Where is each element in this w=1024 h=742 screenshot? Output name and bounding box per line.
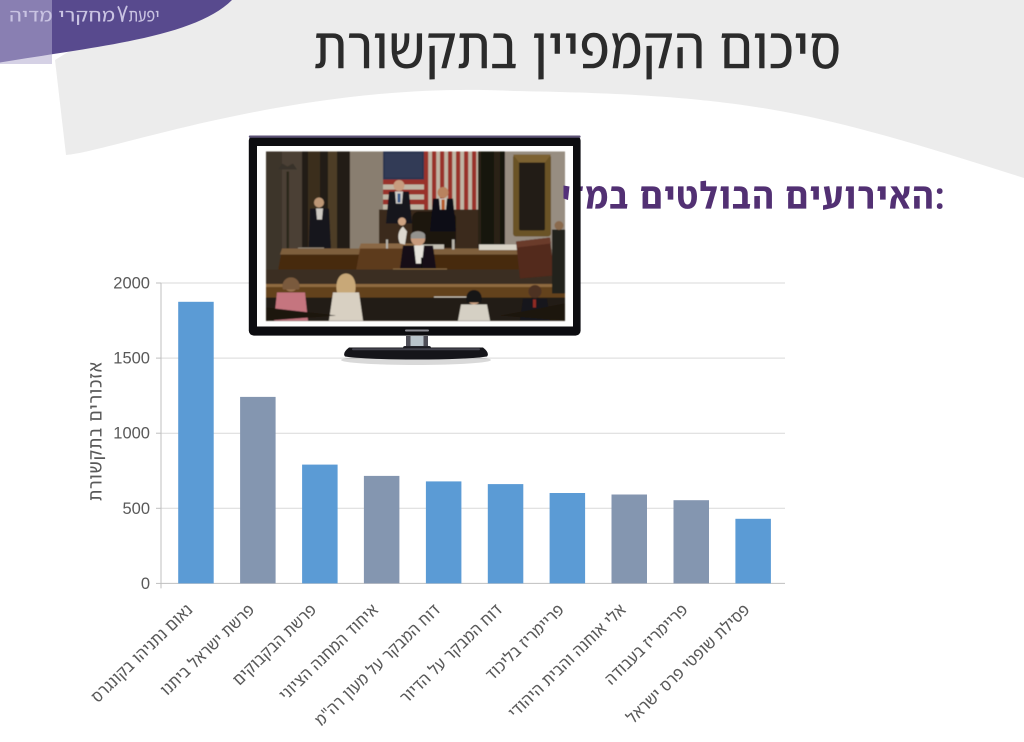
svg-text:500: 500	[122, 500, 150, 518]
svg-text:1500: 1500	[113, 350, 150, 368]
svg-text:2000: 2000	[113, 275, 150, 293]
svg-text:0: 0	[141, 575, 150, 593]
svg-text:1000: 1000	[113, 425, 150, 443]
